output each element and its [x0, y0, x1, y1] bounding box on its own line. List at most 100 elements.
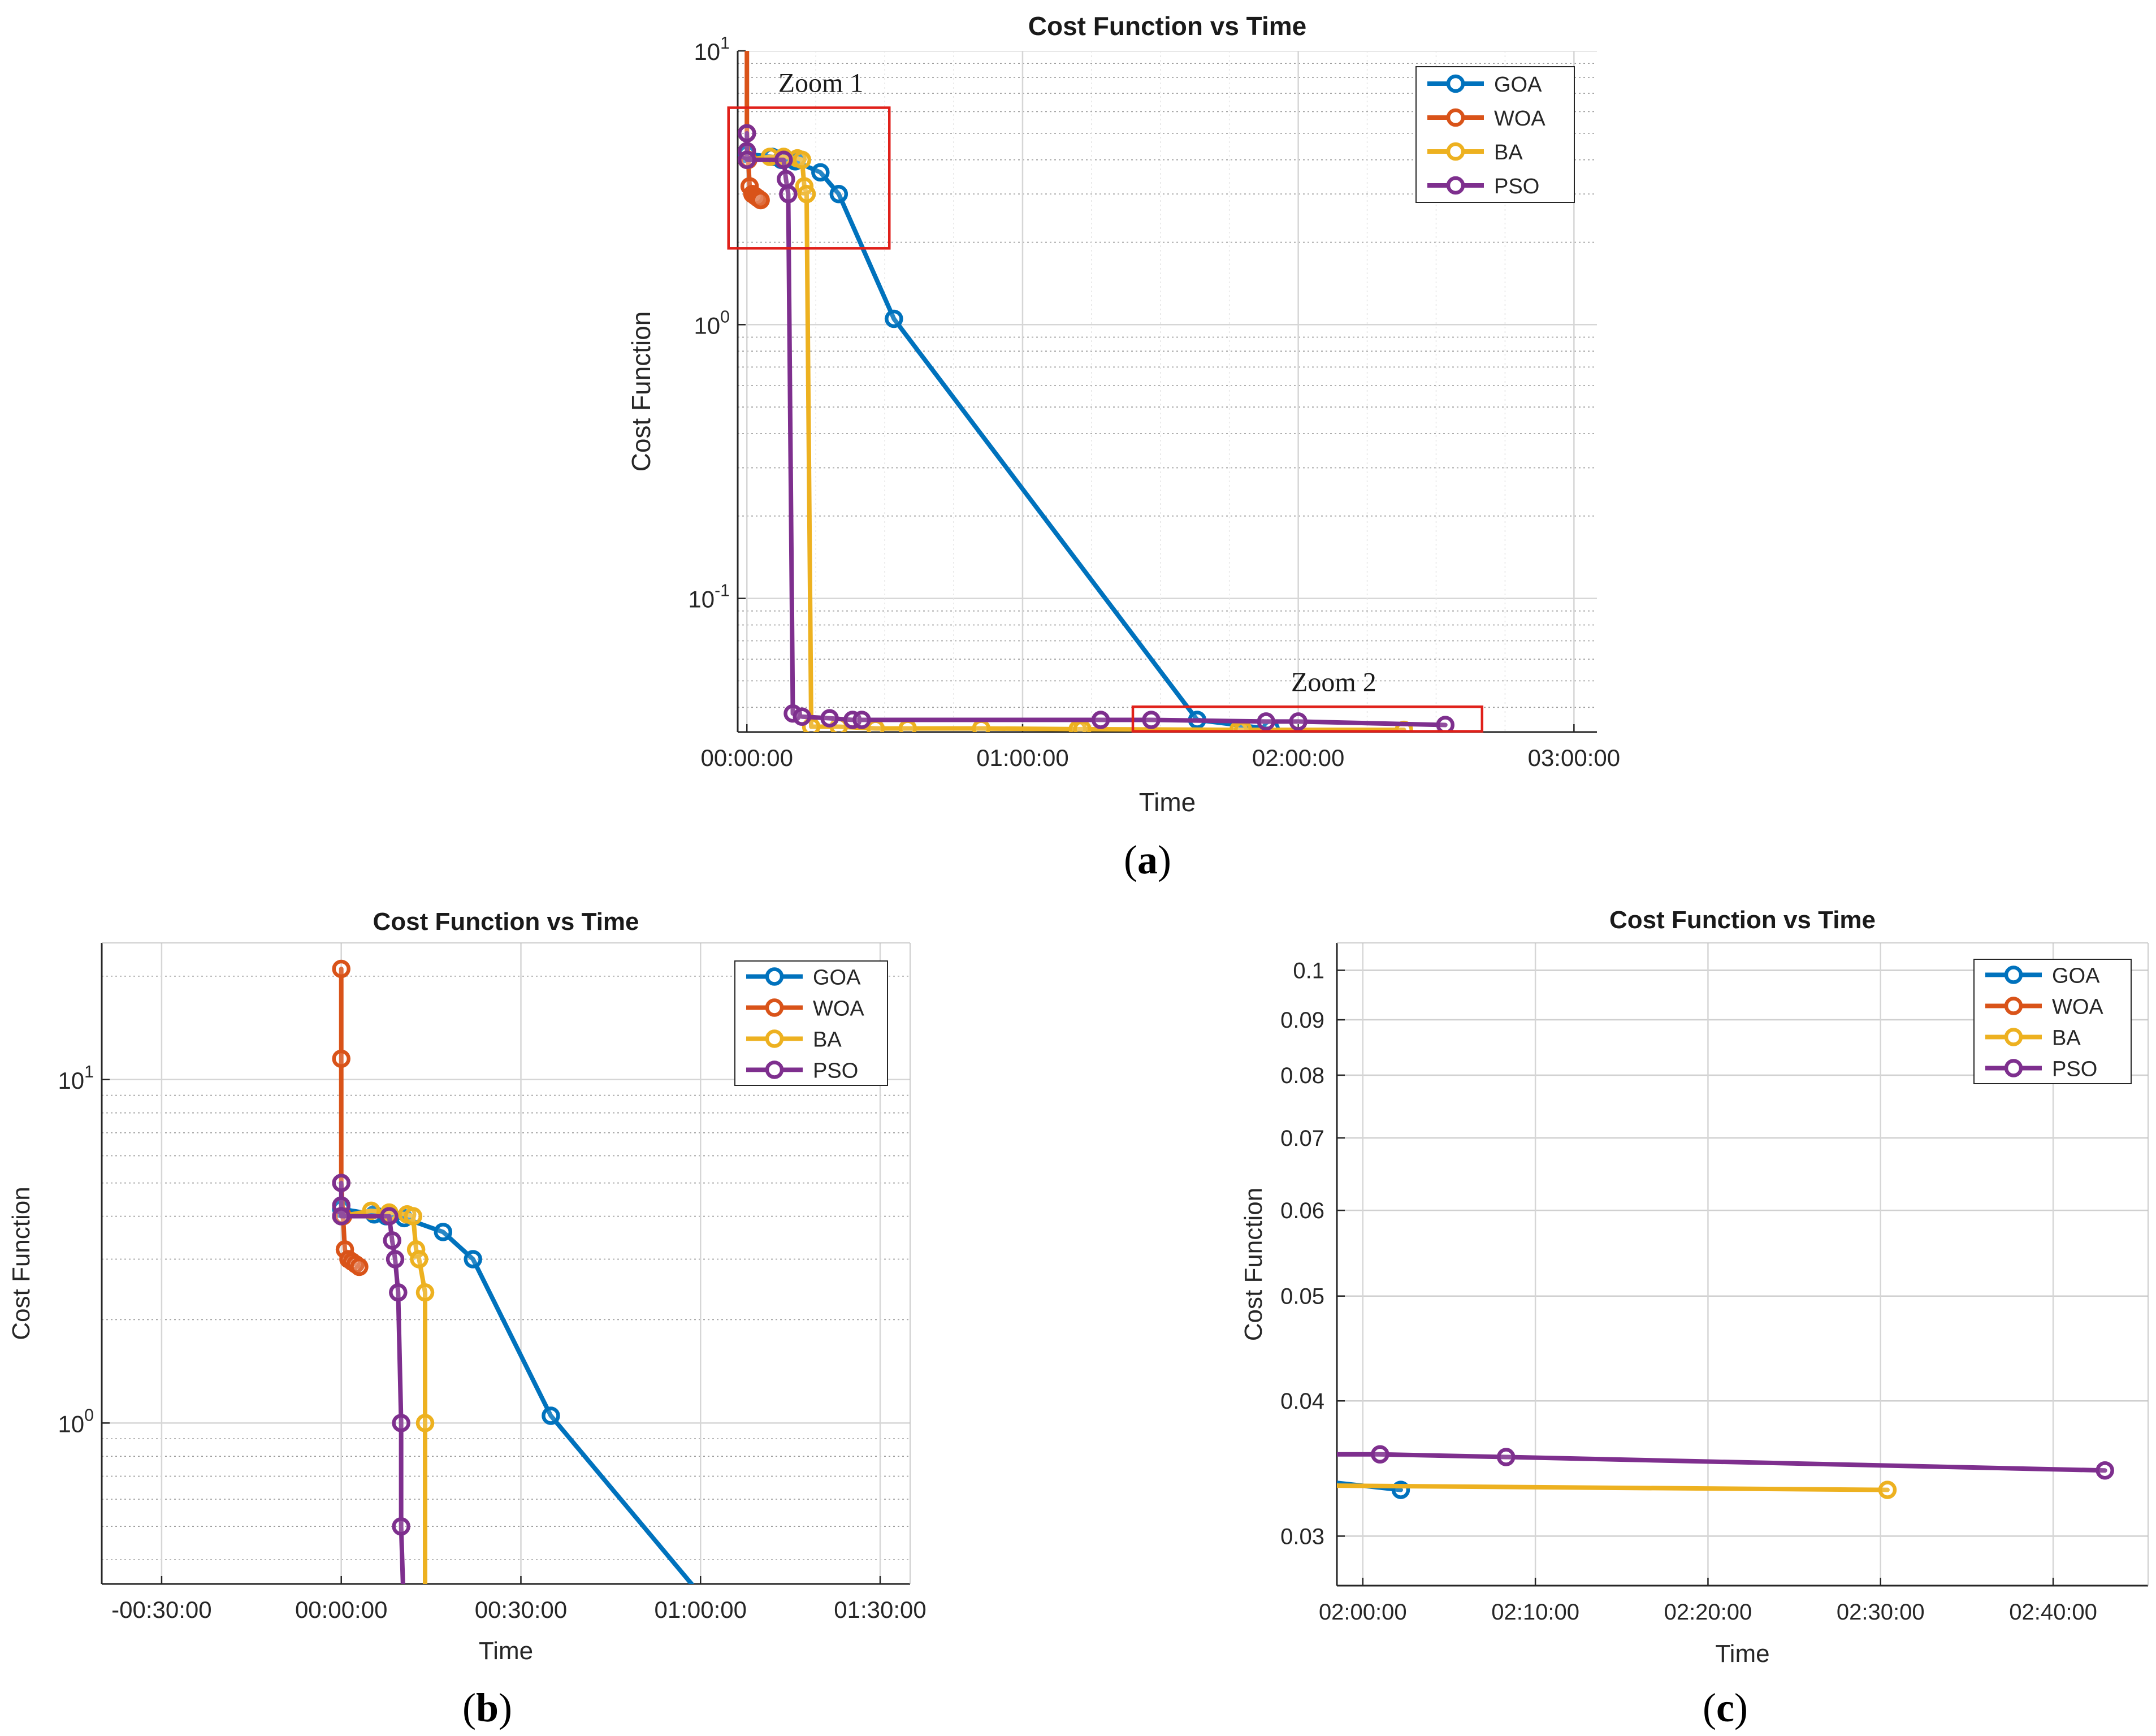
- y-tick-label: 0.03: [1280, 1524, 1324, 1549]
- data-point-pso: [1371, 1445, 1389, 1464]
- data-point-woa: [739, 22, 754, 37]
- legend: GOA WOA BA PSO: [734, 960, 888, 1086]
- data-point-pso: [852, 711, 871, 729]
- legend-marker-ba: [1446, 142, 1465, 161]
- legend-marker-woa: [1446, 108, 1465, 127]
- y-tick-label: 0.08: [1280, 1063, 1324, 1088]
- data-point-ba: [793, 150, 812, 169]
- data-point-pso: [777, 170, 795, 189]
- x-axis-label: Time: [479, 1637, 533, 1665]
- data-point-ba: [410, 1250, 428, 1269]
- x-tick-label: 00:30:00: [475, 1596, 568, 1623]
- data-point-woa: [751, 191, 770, 210]
- legend-marker-goa: [765, 967, 784, 986]
- data-point-pso: [1257, 712, 1276, 731]
- y-tick-label: 0.04: [1280, 1389, 1324, 1414]
- data-point-ba: [415, 1283, 435, 1302]
- data-point-goa: [829, 184, 848, 204]
- data-point-pso: [738, 150, 756, 169]
- data-point-pso: [332, 1207, 350, 1226]
- legend-marker-pso: [765, 1060, 784, 1079]
- series-group: [738, 22, 1455, 732]
- legend-box: [734, 960, 888, 1086]
- series-line-pso: [1337, 1452, 2107, 1473]
- y-tick-label: 101: [58, 1063, 94, 1094]
- chart-title: Cost Function vs Time: [1028, 11, 1306, 41]
- panel-caption: (c): [1703, 1685, 1748, 1730]
- data-point-pso: [383, 1231, 401, 1250]
- series-line-ba: [744, 154, 1406, 732]
- y-tick-label: 101: [694, 34, 730, 65]
- data-point-ba: [866, 719, 885, 732]
- chart-title: Cost Function vs Time: [373, 908, 639, 936]
- legend-label-pso: PSO: [2052, 1058, 2097, 1081]
- legend-label-goa: GOA: [2052, 964, 2100, 988]
- x-axis-label: Time: [1139, 787, 1196, 817]
- data-point-pso: [380, 1207, 399, 1226]
- data-point-pso: [793, 707, 812, 726]
- x-tick-label: 02:10:00: [1491, 1600, 1579, 1625]
- panel-caption: (a): [1124, 837, 1171, 882]
- data-point-woa: [332, 959, 350, 979]
- chart-title: Cost Function vs Time: [1609, 906, 1876, 934]
- x-tick-label: 02:40:00: [2009, 1600, 2097, 1625]
- data-point-pso: [1436, 716, 1455, 732]
- legend-box: [1973, 959, 2132, 1084]
- data-point-woa: [350, 1257, 369, 1276]
- legend-marker-goa: [2004, 966, 2023, 984]
- legend-label-pso: PSO: [1494, 175, 1539, 198]
- y-tick-label: 0.07: [1280, 1126, 1324, 1151]
- data-point-pso: [1142, 711, 1161, 729]
- x-tick-label: -00:30:00: [111, 1596, 211, 1623]
- legend-label-pso: PSO: [813, 1059, 858, 1083]
- legend-label-ba: BA: [2052, 1027, 2081, 1050]
- data-point-goa: [434, 1223, 453, 1241]
- x-tick-label: 02:00:00: [1252, 744, 1345, 771]
- data-point-pso: [389, 1283, 408, 1302]
- panel-caption: (b): [462, 1685, 512, 1730]
- y-tick-label: 0.1: [1293, 958, 1324, 983]
- legend-label-woa: WOA: [813, 997, 864, 1021]
- x-tick-label: 00:00:00: [701, 744, 794, 771]
- data-point-ba: [797, 184, 816, 204]
- panel-b: -00:30:00 00:00:00 00:30:00 01:00:00 01:30:0…: [7, 908, 927, 1730]
- zoom-box: [727, 106, 891, 250]
- legend-marker-goa: [1446, 74, 1465, 93]
- y-tick-label: 10-1: [688, 582, 730, 613]
- panel-c: 02:00:00 02:10:00 02:20:00 02:30:00 02:40:00…: [1240, 906, 2149, 1730]
- x-tick-label: 01:30:00: [834, 1596, 927, 1623]
- legend-marker-woa: [2004, 997, 2023, 1015]
- legend-label-goa: GOA: [1494, 73, 1542, 97]
- y-tick-label: 100: [694, 308, 730, 339]
- legend: GOA WOA BA PSO: [1415, 66, 1575, 203]
- y-axis-label: Cost Function: [626, 311, 656, 472]
- data-point-pso: [332, 1174, 350, 1192]
- x-tick-label: 02:30:00: [1837, 1600, 1925, 1625]
- data-point-ba: [972, 719, 991, 732]
- series-line-pso: [339, 1180, 405, 1584]
- data-point-pso: [392, 1414, 410, 1432]
- zoom-label: Zoom 2: [1291, 667, 1376, 697]
- data-point-ba: [1878, 1480, 1897, 1499]
- x-tick-label: 01:00:00: [655, 1596, 747, 1623]
- legend-label-goa: GOA: [813, 966, 861, 990]
- x-axis-label: Time: [1715, 1640, 1769, 1668]
- legend-marker-pso: [2004, 1059, 2023, 1077]
- data-point-woa: [332, 1049, 350, 1068]
- x-tick-label: 03:00:00: [1528, 744, 1621, 771]
- data-point-pso: [779, 184, 798, 204]
- data-point-ba: [415, 1414, 435, 1432]
- legend-label-woa: WOA: [1494, 107, 1545, 131]
- legend-marker-ba: [765, 1029, 784, 1048]
- legend-marker-ba: [2004, 1028, 2023, 1046]
- x-tick-label: 01:00:00: [976, 744, 1069, 771]
- data-point-goa: [811, 163, 830, 182]
- data-point-pso: [1091, 711, 1110, 729]
- series-group: [332, 959, 694, 1584]
- data-point-pso: [820, 709, 839, 728]
- legend-marker-woa: [765, 998, 784, 1017]
- data-point-ba: [404, 1207, 423, 1226]
- y-tick-label: 0.05: [1280, 1284, 1324, 1309]
- y-tick-label: 100: [58, 1406, 94, 1437]
